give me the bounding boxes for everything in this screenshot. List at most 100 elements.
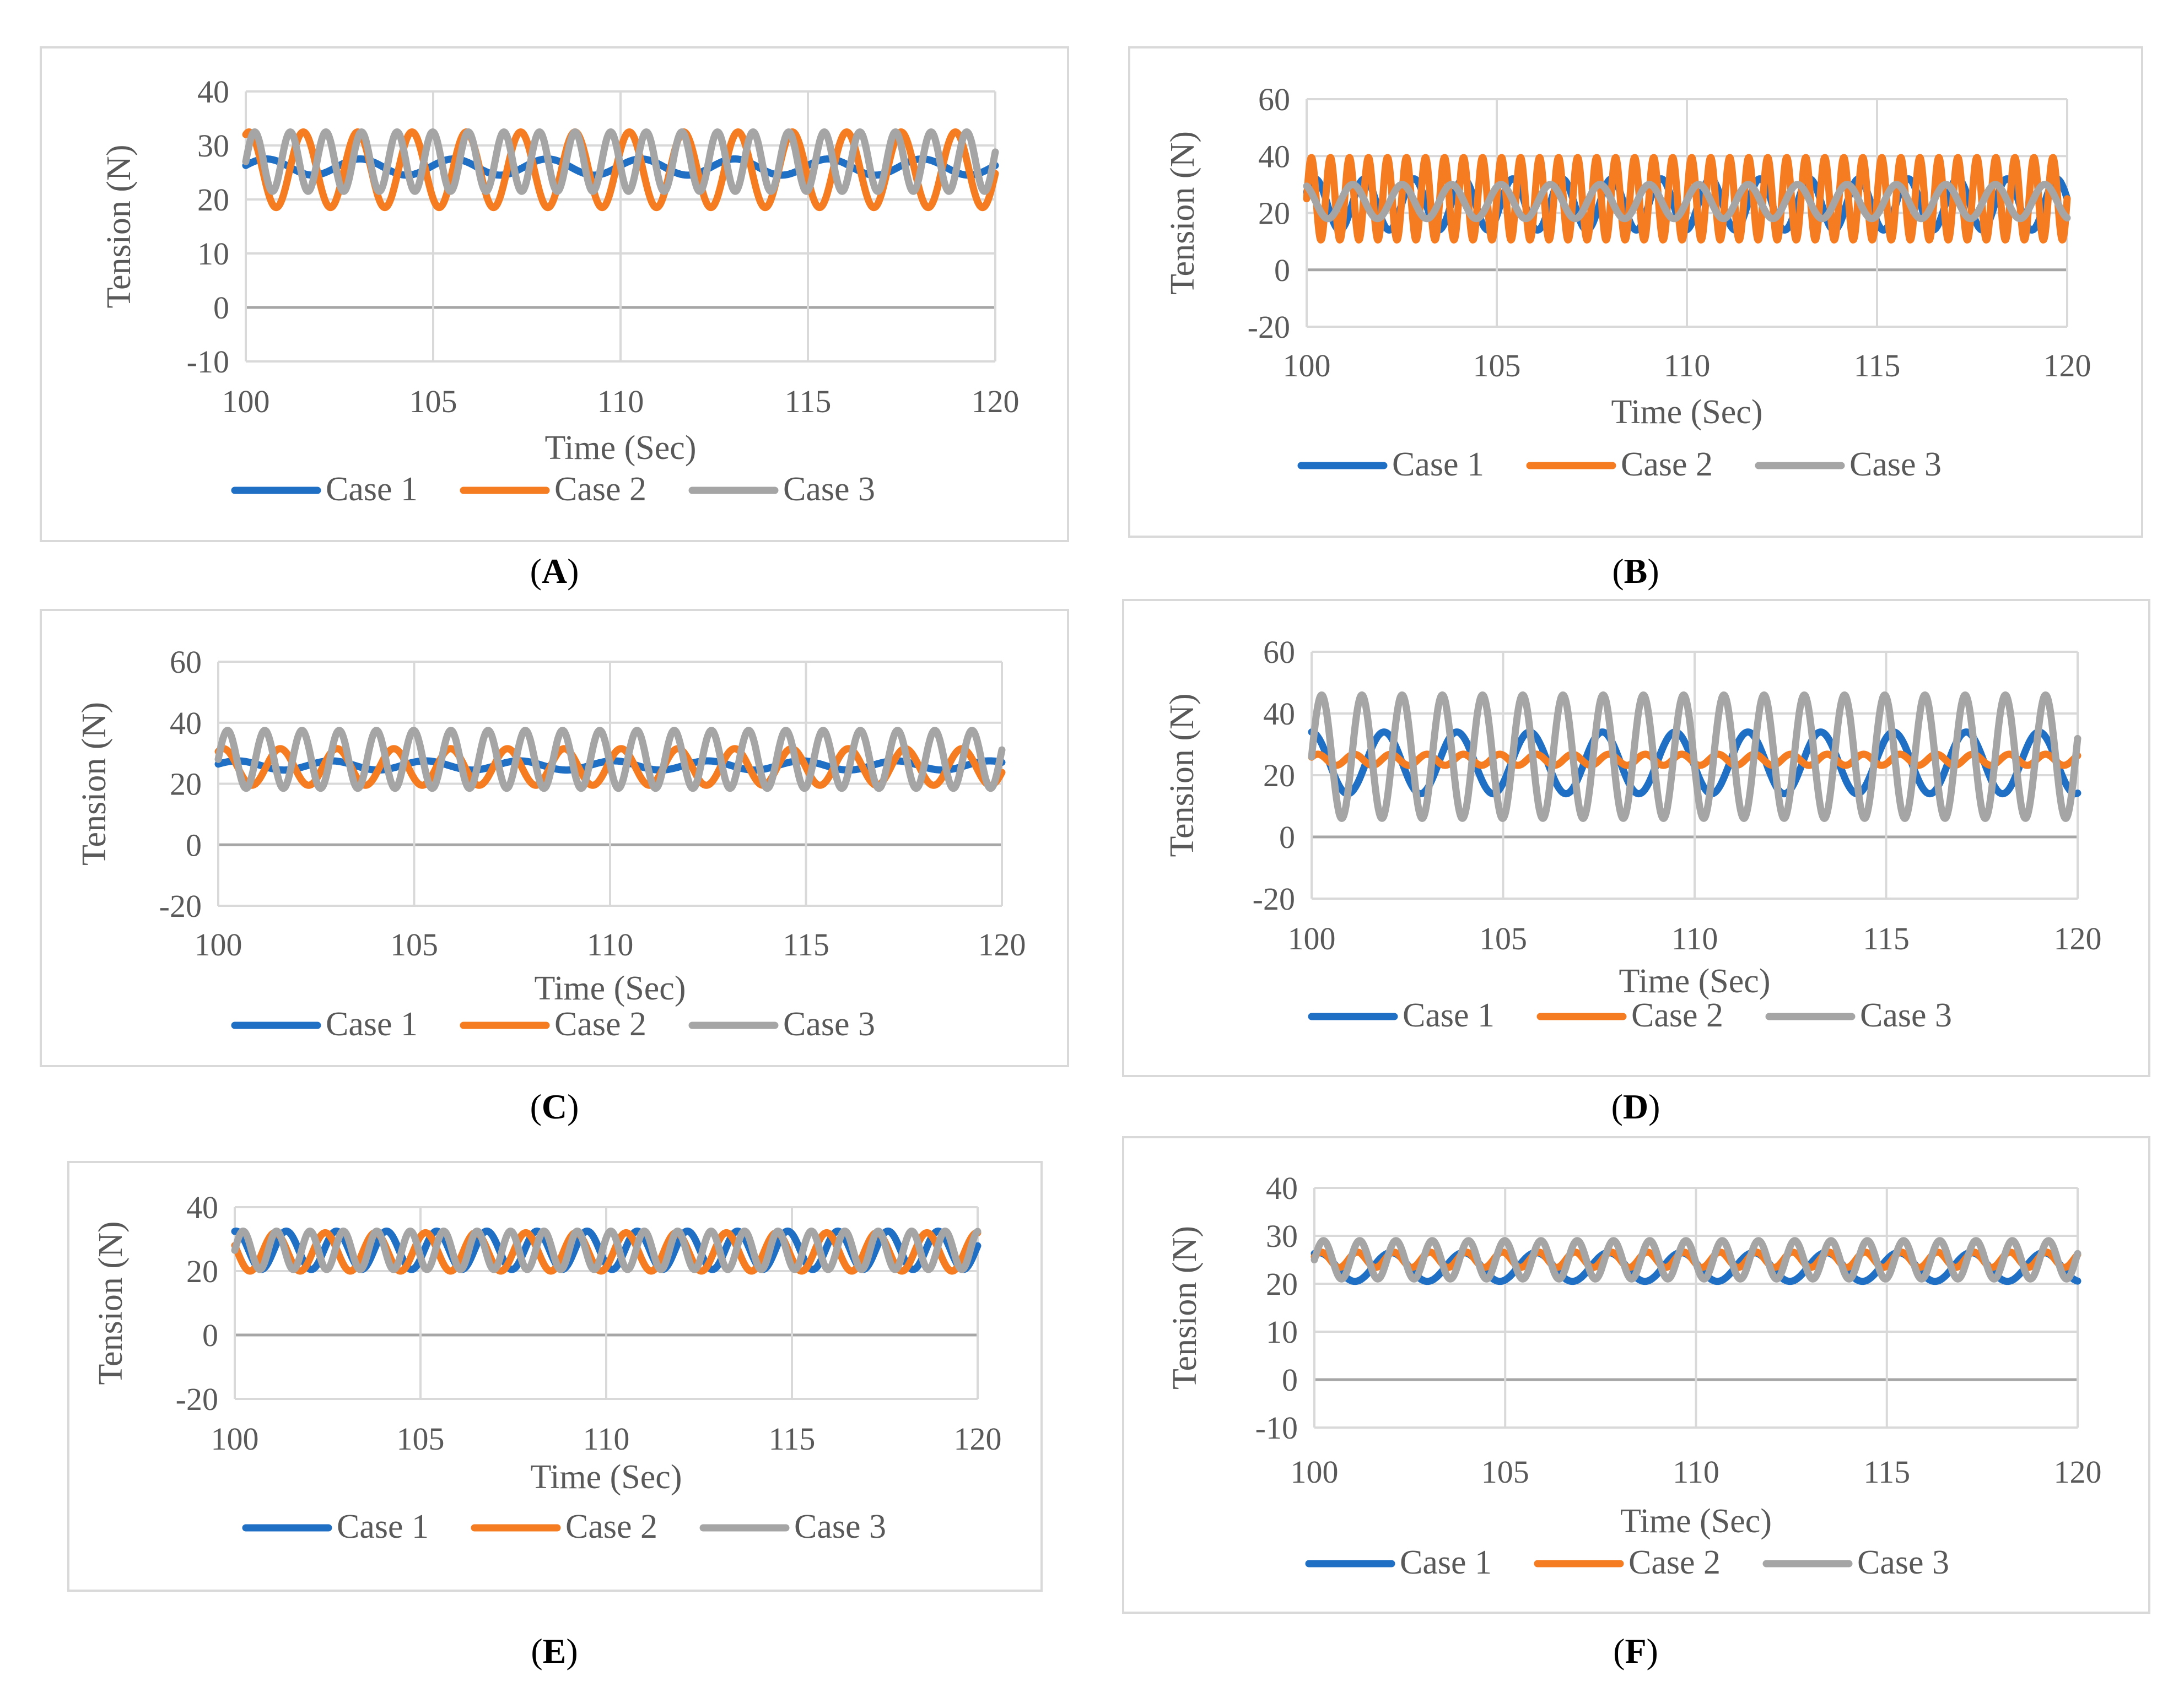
chart-c-xtick: 110: [587, 927, 634, 963]
chart-c-svg: -20 0 20 40 60 100 105 110 115 120 Time (Sec) Tensi…: [76, 644, 1026, 1043]
chart-b-series-case-3: [1303, 181, 2071, 223]
chart-f-legend-label: Case 3: [1857, 1544, 1949, 1581]
chart-b-ytick: 60: [1258, 82, 1290, 117]
chart-d-ytick: 60: [1263, 634, 1295, 670]
chart-panel-a: -10 0 10 20 30 40 100 105 110 115 120 Time (Sec) Ten…: [40, 46, 1069, 542]
chart-a-ytick: 30: [197, 128, 229, 164]
chart-d-legend-label: Case 3: [1860, 997, 1952, 1034]
chart-c-xtick: 115: [783, 927, 829, 963]
chart-a-xtick: 100: [222, 383, 270, 419]
chart-c-ytick: 20: [170, 766, 202, 802]
chart-e-ytick: -20: [176, 1381, 218, 1417]
chart-a-xtick: 120: [972, 383, 1020, 419]
chart-f-xtick: 100: [1291, 1454, 1339, 1490]
chart-f-ytick: 40: [1266, 1170, 1298, 1206]
chart-e-xtick: 115: [769, 1421, 816, 1457]
chart-a-ytick: 10: [197, 236, 229, 272]
chart-f-xtick: 120: [2054, 1454, 2102, 1490]
chart-c-legend-label: Case 3: [783, 1006, 875, 1043]
chart-panel-c: -20 0 20 40 60 100 105 110 115 120 Time (Sec) Tensi…: [40, 609, 1069, 1067]
chart-f-legend: Case 1 Case 2 Case 3: [1305, 1544, 1949, 1581]
chart-f-xtick: 105: [1481, 1454, 1529, 1490]
chart-c-xtick: 100: [195, 927, 242, 963]
chart-b-ytick: -20: [1248, 309, 1290, 345]
chart-b-xtick: 100: [1283, 348, 1331, 383]
chart-e-xtick: 110: [583, 1421, 630, 1457]
chart-d-xtick: 115: [1863, 921, 1910, 956]
chart-f-ytick: 10: [1266, 1314, 1298, 1350]
chart-c-ylabel: Tension (N): [76, 702, 113, 866]
chart-e-xtick: 105: [397, 1421, 445, 1457]
chart-f-ylabel: Tension (N): [1166, 1226, 1204, 1390]
caption-e: (E): [531, 1631, 578, 1671]
chart-e-ylabel: Tension (N): [92, 1221, 130, 1385]
chart-a-xtick: 110: [597, 383, 644, 419]
chart-c-xtick: 105: [390, 927, 438, 963]
chart-c-legend-label: Case 2: [554, 1006, 646, 1043]
chart-d-ytick: 20: [1263, 758, 1295, 793]
chart-d-xtick: 105: [1479, 921, 1527, 956]
chart-a-series-case-3: [242, 128, 999, 195]
chart-b-legend-label: Case 1: [1392, 446, 1484, 483]
chart-b-xtick: 120: [2043, 348, 2091, 383]
chart-d-xtick: 100: [1288, 921, 1336, 956]
chart-c-series-case-3: [214, 727, 1006, 792]
chart-c-ytick: 40: [170, 705, 202, 741]
chart-f-xlabel: Time (Sec): [1620, 1502, 1772, 1540]
chart-c-ytick: 0: [186, 827, 202, 863]
chart-f-xtick: 115: [1863, 1454, 1910, 1490]
caption-c: (C): [530, 1087, 579, 1126]
chart-b-ytick: 20: [1258, 196, 1290, 231]
chart-e-legend-label: Case 1: [337, 1508, 429, 1545]
chart-c-xlabel: Time (Sec): [535, 970, 686, 1007]
chart-c-legend-label: Case 1: [326, 1006, 418, 1043]
chart-b-legend-label: Case 2: [1621, 446, 1713, 483]
chart-d-ytick: 40: [1263, 696, 1295, 732]
chart-a-svg: -10 0 10 20 30 40 100 105 110 115 120 Time (Sec) Ten…: [100, 74, 1020, 508]
chart-c-ytick: 60: [170, 644, 202, 680]
chart-d-ytick: -20: [1253, 881, 1295, 917]
chart-d-ylabel: Tension (N): [1163, 694, 1201, 857]
chart-b-xlabel: Time (Sec): [1611, 393, 1763, 431]
chart-d-xlabel: Time (Sec): [1619, 963, 1771, 1000]
chart-a-ytick: 0: [213, 290, 229, 326]
chart-a-ytick: -10: [187, 344, 229, 380]
chart-a-xlabel: Time (Sec): [545, 429, 697, 467]
chart-panel-f: -10 0 10 20 30 40 100 105 110 115 120 Time (Sec) Ten…: [1122, 1136, 2150, 1614]
chart-a-legend-label: Case 3: [783, 471, 875, 508]
chart-d-legend-label: Case 2: [1631, 997, 1723, 1034]
chart-panel-e: -20 0 20 40 100 105 110 115 120 Time (Sec) Tension…: [67, 1161, 1043, 1592]
chart-c-legend: Case 1 Case 2 Case 3: [231, 1006, 875, 1043]
chart-f-ytick: 20: [1266, 1266, 1298, 1302]
chart-d-xtick: 120: [2054, 921, 2102, 956]
chart-b-legend-label: Case 3: [1849, 446, 1942, 483]
chart-e-legend-label: Case 3: [794, 1508, 886, 1545]
chart-e-legend-label: Case 2: [565, 1508, 657, 1545]
chart-b-ytick: 40: [1258, 138, 1290, 174]
chart-e-legend: Case 1 Case 2 Case 3: [242, 1508, 886, 1545]
chart-c-ytick: -20: [159, 888, 202, 924]
chart-f-ytick: 0: [1282, 1362, 1298, 1398]
chart-b-xtick: 115: [1854, 348, 1901, 383]
chart-f-legend-label: Case 1: [1400, 1544, 1492, 1581]
chart-b-xtick: 110: [1664, 348, 1711, 383]
chart-b-ytick: 0: [1274, 252, 1290, 288]
chart-b-legend: Case 1 Case 2 Case 3: [1297, 446, 1942, 483]
chart-f-svg: -10 0 10 20 30 40 100 105 110 115 120 Time (Sec) Ten…: [1166, 1170, 2102, 1581]
chart-f-ytick: -10: [1255, 1410, 1298, 1446]
chart-e-xtick: 100: [211, 1421, 259, 1457]
chart-a-xtick: 115: [785, 383, 832, 419]
chart-e-xlabel: Time (Sec): [531, 1458, 682, 1496]
chart-d-legend-label: Case 1: [1403, 997, 1495, 1034]
chart-f-series-case-3: [1311, 1237, 2081, 1283]
chart-panel-b: -20 0 20 40 60 100 105 110 115 120 Time (Sec) Tensi…: [1128, 46, 2143, 538]
chart-a-legend-label: Case 2: [554, 471, 646, 508]
chart-a-xtick: 105: [409, 383, 457, 419]
chart-f-xtick: 110: [1673, 1454, 1719, 1490]
chart-d-ytick: 0: [1279, 819, 1295, 855]
chart-e-series-case-3: [231, 1228, 982, 1273]
chart-d-svg: -20 0 20 40 60 100 105 110 115 120 Time (Sec) Tensi…: [1163, 634, 2102, 1034]
chart-a-ytick: 40: [197, 74, 229, 110]
chart-f-ytick: 30: [1266, 1218, 1298, 1254]
caption-d: (D): [1611, 1087, 1660, 1126]
